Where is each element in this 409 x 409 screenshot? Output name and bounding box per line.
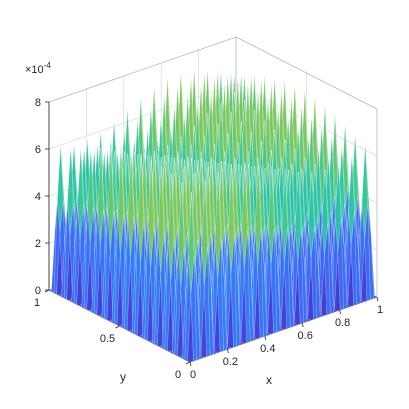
x-tick-label: 1 [377,304,383,316]
z-tick-label: 8 [35,97,41,109]
x-tick-label: 0 [190,369,196,381]
x-tick-mark [189,361,192,367]
x-tick-label: 0.2 [223,356,238,368]
y-tick-label: 0.5 [100,333,115,345]
y-tick-label: 1 [34,297,40,309]
z-tick-label: 0 [35,285,41,297]
z-scale-label: ×10-4 [25,61,51,76]
x-tick-label: 0.8 [335,317,350,329]
x-tick-label: 0.4 [260,343,275,355]
surface-mesh [48,69,378,363]
z-tick-label: 4 [35,191,41,203]
surface-cell [187,296,194,363]
y-tick-mark [115,325,120,329]
x-tick-mark [376,296,379,302]
x-tick-label: 0.6 [298,330,313,342]
x-tick-mark [264,335,267,341]
x-tick-mark [339,309,341,315]
z-tick-label: 2 [35,238,41,250]
y-tick-label: 0 [175,369,181,381]
z-tick-label: 6 [35,144,41,156]
x-tick-mark [227,348,229,354]
y-tick-mark [185,361,191,365]
x-tick-mark [301,322,304,328]
y-axis-label: y [120,370,126,384]
x-axis-label: x [266,373,272,387]
